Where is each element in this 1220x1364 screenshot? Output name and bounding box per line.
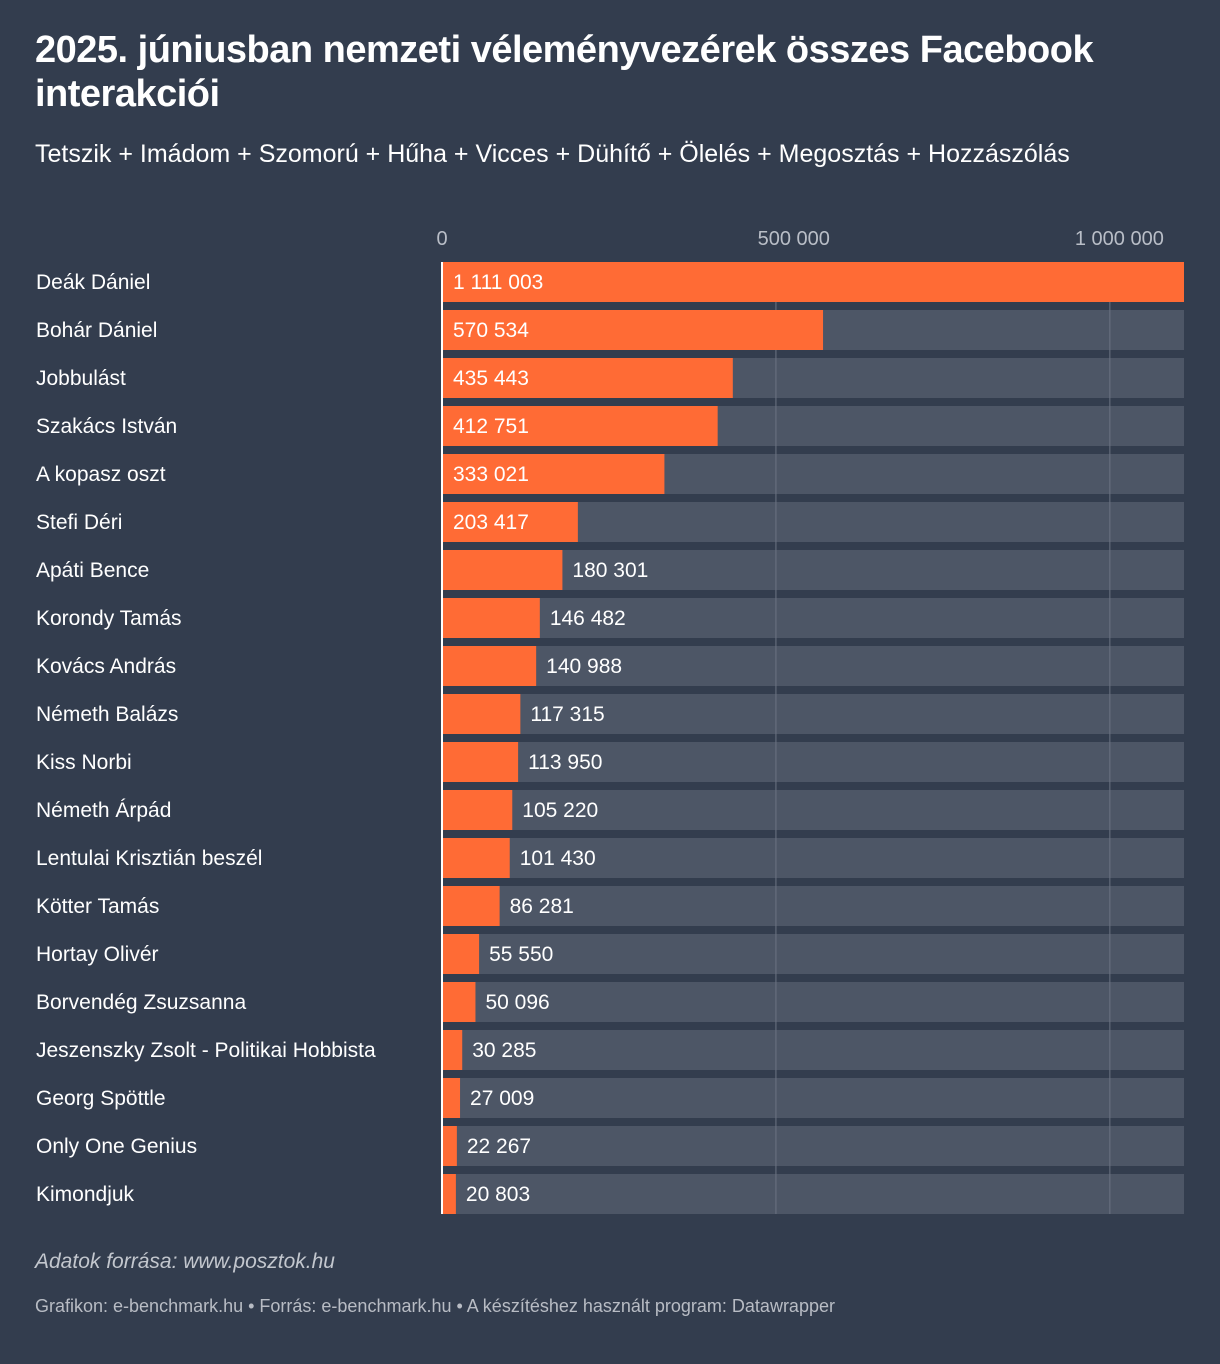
category-label: Borvendég Zsuzsanna xyxy=(36,991,246,1014)
value-label: 105 220 xyxy=(522,799,598,822)
bar xyxy=(442,406,718,446)
bar xyxy=(442,1126,457,1166)
bar xyxy=(442,550,563,590)
value-label: 333 021 xyxy=(453,463,529,486)
chart-subtitle: Tetszik + Imádom + Szomorú + Hűha + Vicc… xyxy=(35,140,1070,168)
category-label: Georg Spöttle xyxy=(36,1087,166,1110)
value-label: 180 301 xyxy=(572,559,648,582)
bar-track xyxy=(442,694,1184,734)
category-label: Bohár Dániel xyxy=(36,319,157,342)
category-label: Kovács András xyxy=(36,655,176,678)
bar xyxy=(442,934,480,974)
value-label: 50 096 xyxy=(485,991,549,1014)
data-source-note: Adatok forrása: www.posztok.hu xyxy=(35,1250,335,1273)
x-tick-label: 1 000 000 xyxy=(1075,228,1164,250)
category-label: Apáti Bence xyxy=(36,559,149,582)
bar xyxy=(442,790,513,830)
value-label: 30 285 xyxy=(472,1039,536,1062)
category-label: Kiss Norbi xyxy=(36,751,132,774)
value-label: 1 111 003 xyxy=(453,271,543,294)
category-label: Korondy Tamás xyxy=(36,607,182,630)
bar xyxy=(442,694,521,734)
category-label: Jeszenszky Zsolt - Politikai Hobbista xyxy=(36,1039,376,1062)
value-label: 27 009 xyxy=(470,1087,534,1110)
bar xyxy=(442,262,1184,302)
bar xyxy=(442,502,578,542)
bar-track xyxy=(442,550,1184,590)
bar xyxy=(442,646,537,686)
bar-track xyxy=(442,646,1184,686)
value-label: 86 281 xyxy=(510,895,574,918)
bar-track xyxy=(442,982,1184,1022)
bar xyxy=(442,310,824,350)
value-label: 22 267 xyxy=(467,1135,531,1158)
category-label: Kimondjuk xyxy=(36,1183,135,1206)
chart-title: 2025. júniusban nemzeti véleményvezérek … xyxy=(35,29,1094,115)
value-label: 20 803 xyxy=(466,1183,530,1206)
category-label: Kötter Tamás xyxy=(36,895,159,918)
value-label: 570 534 xyxy=(453,319,529,342)
category-label: Stefi Déri xyxy=(36,511,122,534)
value-label: 55 550 xyxy=(489,943,553,966)
bar xyxy=(442,838,510,878)
category-label: Németh Balázs xyxy=(36,703,178,726)
value-label: 117 315 xyxy=(530,703,604,726)
value-label: 113 950 xyxy=(528,751,602,774)
bar-track xyxy=(442,598,1184,638)
category-label: Hortay Olivér xyxy=(36,943,159,966)
bar-track xyxy=(442,838,1184,878)
value-label: 140 988 xyxy=(546,655,622,678)
bar-track xyxy=(442,742,1184,782)
bar xyxy=(442,982,476,1022)
value-label: 435 443 xyxy=(453,367,529,390)
category-label: A kopasz oszt xyxy=(36,463,166,486)
x-tick-label: 500 000 xyxy=(758,228,830,250)
bar xyxy=(442,1078,461,1118)
bar xyxy=(442,886,500,926)
bar-track xyxy=(442,1078,1184,1118)
bar-track xyxy=(442,790,1184,830)
value-label: 203 417 xyxy=(453,511,529,534)
value-label: 101 430 xyxy=(520,847,596,870)
x-tick-label: 0 xyxy=(436,228,447,250)
bar-track xyxy=(442,886,1184,926)
bar xyxy=(442,742,519,782)
bar xyxy=(442,358,733,398)
category-label: Németh Árpád xyxy=(36,799,171,822)
bar-track xyxy=(442,1030,1184,1070)
category-label: Deák Dániel xyxy=(36,271,150,294)
bar xyxy=(442,1030,463,1070)
value-label: 146 482 xyxy=(550,607,626,630)
bar xyxy=(442,1174,456,1214)
bar-track xyxy=(442,934,1184,974)
bar xyxy=(442,598,540,638)
category-label: Only One Genius xyxy=(36,1135,197,1158)
bar-track xyxy=(442,1126,1184,1166)
chart-footer: Grafikon: e-benchmark.hu • Forrás: e-ben… xyxy=(35,1296,835,1316)
category-label: Lentulai Krisztián beszél xyxy=(36,847,262,870)
bar-track xyxy=(442,1174,1184,1214)
bar-chart: 0 500 000 1 000 000 Deák Dániel 1 111 003 Boh… xyxy=(36,228,1184,1214)
value-label: 412 751 xyxy=(453,415,529,438)
category-label: Szakács István xyxy=(36,415,177,438)
bar xyxy=(442,454,665,494)
category-label: Jobbulást xyxy=(36,367,126,390)
